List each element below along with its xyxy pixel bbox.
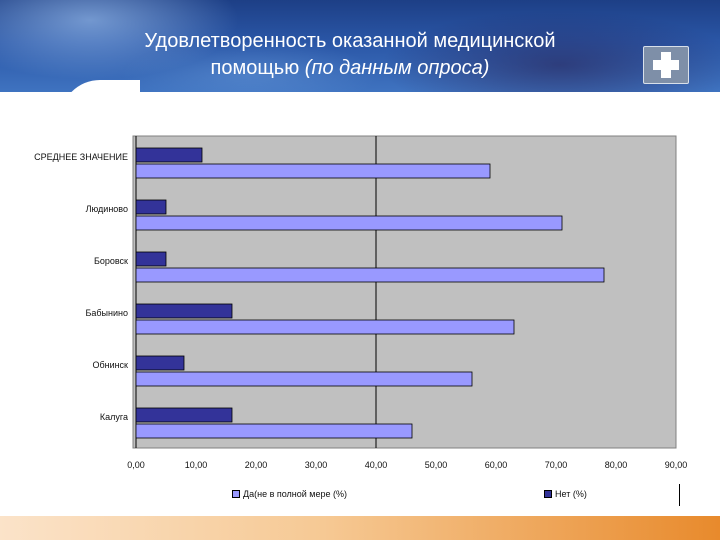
category-label: Боровск <box>93 256 128 266</box>
bar-full-1 <box>135 215 563 231</box>
bar-full-5 <box>135 423 413 439</box>
bar-full-0 <box>135 163 491 179</box>
bar-no-0 <box>135 147 203 163</box>
category-label: Бабынино <box>85 308 128 318</box>
legend-item-no: Нет (%) <box>544 489 587 499</box>
legend-swatch-no <box>544 490 552 498</box>
x-tick-label: 30,00 <box>304 460 328 470</box>
footer-gradient-bar <box>0 516 720 540</box>
x-tick-label: 10,00 <box>184 460 208 470</box>
plot-area <box>132 135 677 449</box>
bar-full-4 <box>135 371 473 387</box>
title-line-1: Удовлетворенность оказанной медицинской <box>144 30 556 52</box>
category-label: СРЕДНЕЕ ЗНАЧЕНИЕ <box>34 152 128 162</box>
slide-title: Удовлетворенность оказанной медицинской … <box>60 28 640 82</box>
bar-full-3 <box>135 319 515 335</box>
bar-no-2 <box>135 251 167 267</box>
medical-cross-icon <box>643 46 689 84</box>
legend-label-full: Да(не в полной мере (%) <box>243 489 347 499</box>
bar-no-3 <box>135 303 233 319</box>
cross-horizontal <box>653 60 679 70</box>
banner-glow <box>120 40 380 92</box>
x-tick-label: 0,00 <box>127 460 145 470</box>
header-banner: Удовлетворенность оказанной медицинской … <box>0 0 720 92</box>
x-tick-label: 60,00 <box>484 460 508 470</box>
title-line-2-text: помощью <box>210 57 305 79</box>
category-label: Калуга <box>99 412 128 422</box>
bar-no-1 <box>135 199 167 215</box>
x-tick-label: 40,00 <box>364 460 388 470</box>
bars-group <box>135 136 605 448</box>
category-label: Людиново <box>85 204 128 214</box>
bar-full-2 <box>135 267 605 283</box>
x-tick-label: 50,00 <box>424 460 448 470</box>
x-tick-label: 90,00 <box>664 460 688 470</box>
x-tick-label: 80,00 <box>604 460 628 470</box>
x-tick-label: 20,00 <box>244 460 268 470</box>
title-line-2: помощью (по данным опроса) <box>60 55 640 82</box>
legend-swatch-full <box>232 490 240 498</box>
legend-label-no: Нет (%) <box>555 489 587 499</box>
x-tick-label: 70,00 <box>544 460 568 470</box>
category-label: Обнинск <box>92 360 128 370</box>
legend-item-full: Да(не в полной мере (%) <box>232 489 347 499</box>
bar-no-4 <box>135 355 185 371</box>
bar-no-5 <box>135 407 233 423</box>
divider-line <box>679 484 680 506</box>
title-subtitle: (по данным опроса) <box>304 57 490 79</box>
